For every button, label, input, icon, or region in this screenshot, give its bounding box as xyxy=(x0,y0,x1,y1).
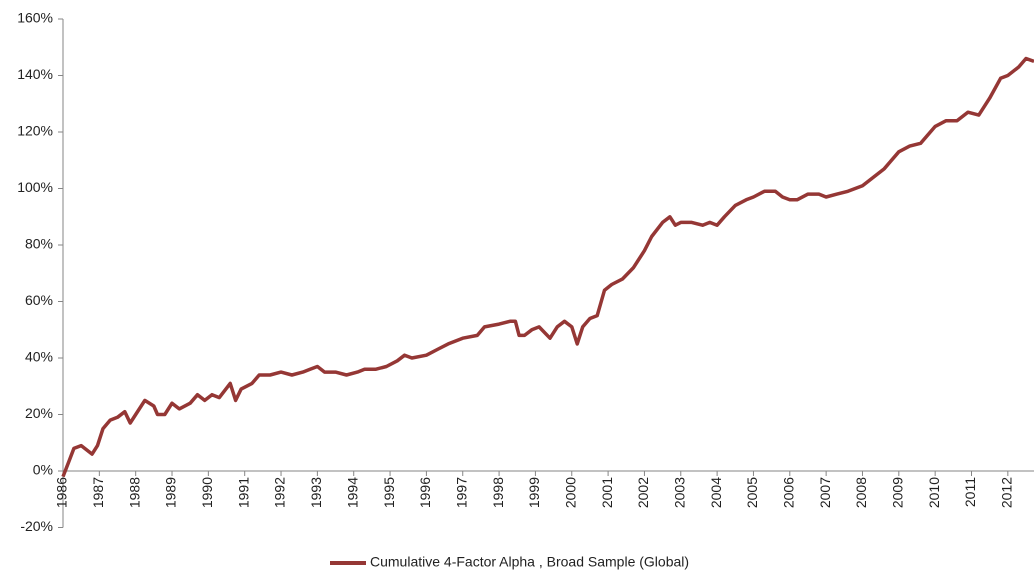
x-tick-label: 2008 xyxy=(853,477,869,508)
y-tick-label: 40% xyxy=(25,349,53,365)
x-tick-label: 1997 xyxy=(453,477,469,508)
x-tick-label: 1994 xyxy=(344,477,360,508)
y-tick-label: 120% xyxy=(17,123,53,139)
x-tick-label: 1993 xyxy=(308,477,324,508)
x-tick-label: 1990 xyxy=(199,477,215,508)
y-tick-label: 0% xyxy=(33,462,53,478)
x-tick-label: 1988 xyxy=(126,477,142,508)
x-tick-label: 2007 xyxy=(817,477,833,508)
y-tick-label: 60% xyxy=(25,292,53,308)
x-tick-label: 1987 xyxy=(90,477,106,508)
x-tick-label: 1992 xyxy=(272,477,288,508)
y-tick-label: 80% xyxy=(25,236,53,252)
x-tick-label: 1996 xyxy=(417,477,433,508)
legend-label: Cumulative 4-Factor Alpha , Broad Sample… xyxy=(370,554,689,570)
x-tick-label: 1999 xyxy=(526,477,542,508)
x-tick-label: 2001 xyxy=(599,477,615,508)
x-tick-label: 2012 xyxy=(999,477,1015,508)
x-tick-label: 1991 xyxy=(235,477,251,508)
x-tick-label: 1986 xyxy=(54,477,70,508)
x-tick-label: 2006 xyxy=(780,477,796,508)
x-tick-label: 2005 xyxy=(744,477,760,508)
x-tick-label: 1995 xyxy=(381,477,397,508)
x-tick-label: 2009 xyxy=(890,477,906,508)
y-tick-label: 20% xyxy=(25,405,53,421)
x-tick-label: 2002 xyxy=(635,477,651,508)
x-tick-label: 2004 xyxy=(708,477,724,508)
y-tick-label: -20% xyxy=(20,518,53,534)
y-tick-label: 160% xyxy=(17,10,53,26)
x-tick-label: 2011 xyxy=(962,477,978,507)
y-tick-label: 140% xyxy=(17,66,53,82)
y-tick-label: 100% xyxy=(17,179,53,195)
x-tick-label: 1989 xyxy=(163,477,179,508)
x-tick-label: 2003 xyxy=(671,477,687,508)
x-tick-label: 2010 xyxy=(926,477,942,508)
x-tick-label: 1998 xyxy=(490,477,506,508)
x-tick-label: 2000 xyxy=(562,477,578,508)
data-line xyxy=(61,56,1034,478)
